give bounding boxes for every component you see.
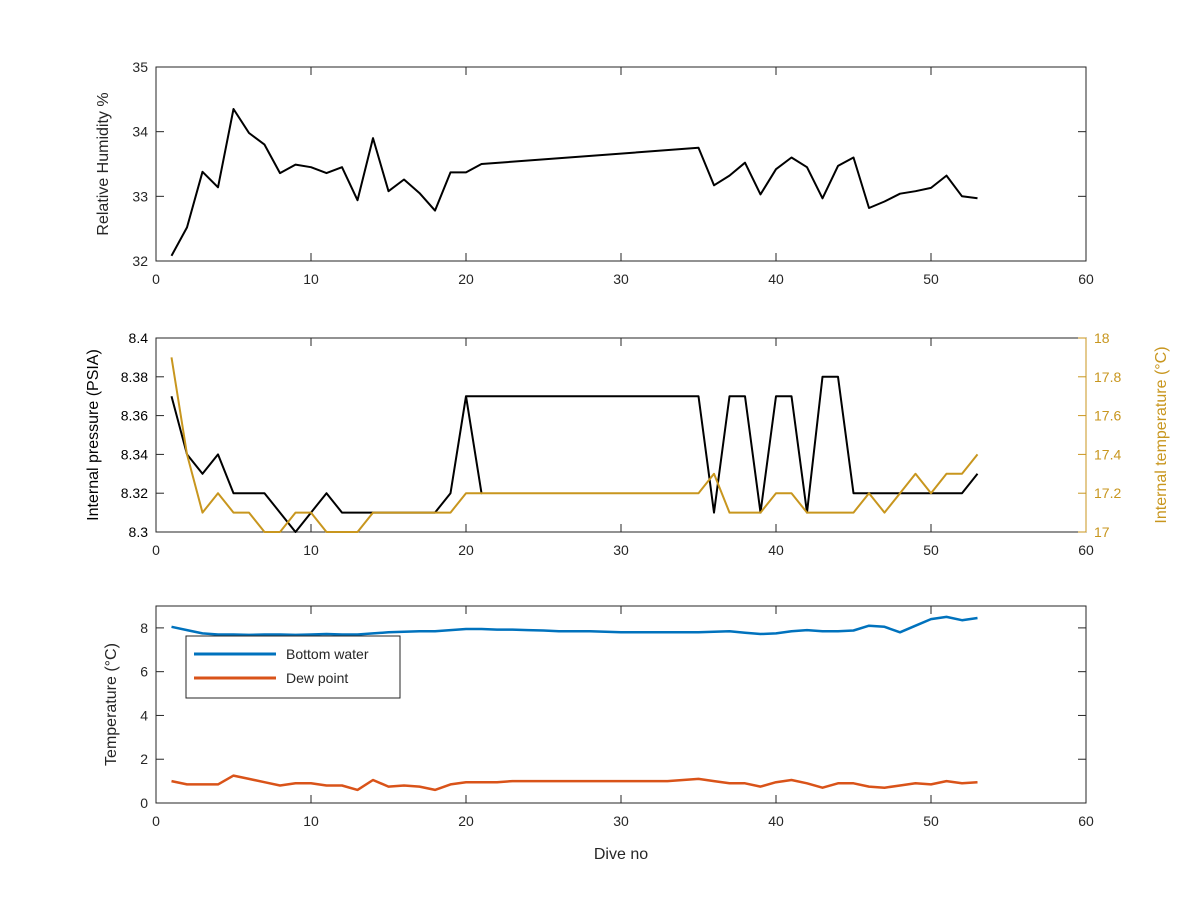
y-right-tick-label: 17.2 (1094, 485, 1121, 501)
axes-frame-2 (155, 337, 1087, 533)
y-axis-label: Relative Humidity % (95, 92, 112, 235)
x-tick-label: 10 (303, 813, 319, 829)
y-tick-label: 8.34 (121, 446, 148, 462)
x-tick-label: 60 (1078, 271, 1094, 287)
x-tick-label: 10 (303, 542, 319, 558)
x-tick-label: 40 (768, 813, 784, 829)
y-axis-label: Internal pressure (PSIA) (85, 349, 102, 521)
x-tick-label: 20 (458, 813, 474, 829)
y-tick-label: 8 (140, 620, 148, 636)
x-tick-label: 30 (613, 813, 629, 829)
y-tick-label: 4 (140, 707, 148, 723)
x-axis-label: Dive no (594, 846, 648, 863)
legend-label: Dew point (286, 670, 348, 686)
x-tick-label: 60 (1078, 813, 1094, 829)
x-tick-label: 0 (152, 271, 160, 287)
y-tick-label: 8.4 (129, 330, 149, 346)
y-tick-label: 32 (132, 253, 148, 269)
x-tick-label: 20 (458, 542, 474, 558)
x-tick-label: 40 (768, 271, 784, 287)
y-right-tick-label: 18 (1094, 330, 1110, 346)
y-right-tick-label: 17.6 (1094, 408, 1121, 424)
x-tick-label: 0 (152, 542, 160, 558)
y-tick-label: 2 (140, 751, 148, 767)
x-tick-label: 30 (613, 271, 629, 287)
series-line-1-1 (170, 108, 978, 257)
x-tick-label: 10 (303, 271, 319, 287)
y-axis-label-right: Internal temperature (°C) (1153, 346, 1170, 523)
y-tick-label: 34 (132, 124, 148, 140)
series-line-bottom-water (171, 615, 978, 637)
x-tick-label: 50 (923, 271, 939, 287)
series-line-dew-point (171, 774, 978, 792)
y-axis-label: Temperature (°C) (103, 643, 120, 766)
y-tick-label: 6 (140, 664, 148, 680)
y-tick-label: 8.38 (121, 369, 148, 385)
axes-frame-1 (155, 66, 1087, 262)
y-tick-label: 0 (140, 795, 148, 811)
legend-box (185, 635, 401, 699)
x-tick-label: 50 (923, 542, 939, 558)
legend-label: Bottom water (286, 646, 369, 662)
y-right-tick-label: 17.8 (1094, 369, 1121, 385)
y-tick-label: 35 (132, 59, 148, 75)
y-right-tick-label: 17 (1094, 524, 1110, 540)
series-line-2-2 (170, 357, 979, 533)
y-tick-label: 33 (132, 188, 148, 204)
x-tick-label: 20 (458, 271, 474, 287)
y-tick-label: 8.36 (121, 408, 148, 424)
x-tick-label: 50 (923, 813, 939, 829)
x-tick-label: 0 (152, 813, 160, 829)
x-tick-label: 30 (613, 542, 629, 558)
y-right-tick-label: 17.4 (1094, 446, 1121, 462)
x-tick-label: 40 (768, 542, 784, 558)
x-tick-label: 60 (1078, 542, 1094, 558)
y-tick-label: 8.32 (121, 485, 148, 501)
y-tick-label: 8.3 (129, 524, 149, 540)
